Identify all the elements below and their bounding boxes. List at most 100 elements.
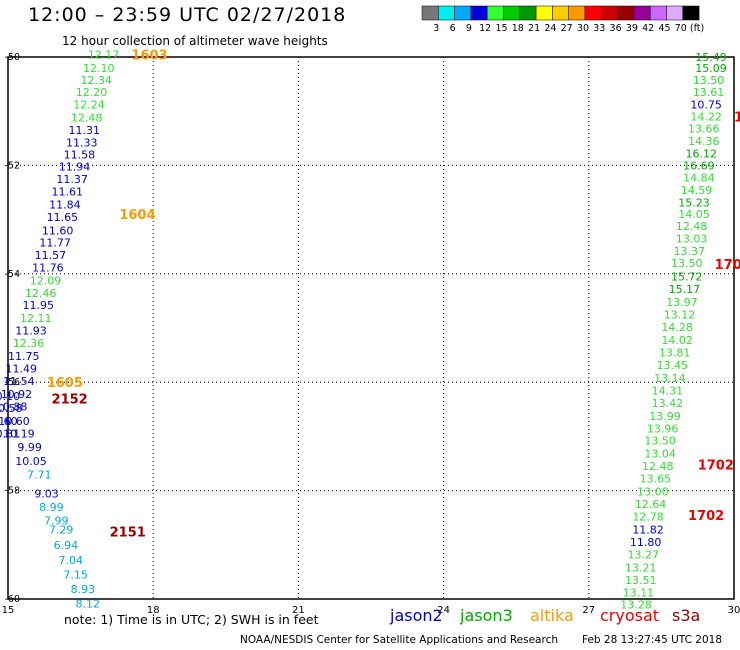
colorbar-swatch — [421, 5, 439, 21]
legend-cryosat: cryosat — [600, 606, 660, 625]
wave-height-value: 13.04 — [644, 448, 676, 461]
wave-height-value: 12.64 — [635, 498, 667, 511]
colorbar-tick-label: 42 — [642, 23, 654, 34]
pass-time-annotation: 1605 — [47, 376, 83, 391]
wave-height-value: 13.27 — [627, 549, 659, 562]
wave-height-value: 13.99 — [649, 410, 681, 423]
wave-height-value: 12.48 — [676, 220, 708, 233]
pass-time-annotation: 1603 — [131, 48, 167, 63]
colorbar-tick-label: 30 — [577, 23, 589, 34]
colorbar-swatch — [486, 5, 504, 21]
wave-height-value: 14.05 — [678, 208, 710, 221]
wave-height-value: 11.82 — [632, 524, 664, 537]
wave-height-value: 7.99 — [44, 514, 69, 527]
colorbar-tick-label: 18 — [512, 23, 524, 34]
colorbar-tick-label: 3 — [433, 23, 439, 34]
x-tick-label: 15 — [2, 605, 15, 616]
wave-height-value: 12.11 — [20, 312, 52, 325]
chart-title: 12:00 – 23:59 UTC 02/27/2018 — [28, 4, 347, 26]
wave-height-value: 7.15 — [63, 569, 88, 582]
wave-height-value: 14.36 — [688, 135, 720, 148]
colorbar-tick-label: 36 — [610, 23, 622, 34]
wave-height-value: 11.93 — [15, 325, 47, 338]
wave-height-value: 13.28 — [620, 598, 652, 611]
colorbar-swatch — [568, 5, 586, 21]
wave-height-value: 11.95 — [22, 299, 54, 312]
wave-height-value: 13.61 — [693, 86, 725, 99]
colorbar-swatch — [438, 5, 455, 21]
wave-height-value: 11.65 — [47, 211, 79, 224]
colorbar-tick-label: 70 — [675, 23, 687, 34]
wave-height-value: 10.75 — [690, 99, 722, 112]
wave-height-value: 14.02 — [661, 334, 693, 347]
pass-time-annotation: 1 — [734, 111, 740, 126]
wave-height-value: 15.49 — [695, 51, 727, 64]
wave-height-value: 13.97 — [666, 296, 698, 309]
pass-time-annotation: 2152 — [52, 392, 88, 407]
wave-height-value: 8.93 — [71, 583, 96, 596]
credit-line: NOAA/NESDIS Center for Satellite Applica… — [240, 634, 558, 646]
wave-height-value: 15.09 — [695, 62, 727, 75]
wave-height-value: 11.57 — [35, 249, 67, 262]
wave-height-value: 16.12 — [686, 147, 718, 160]
pass-time-annotation: 1702 — [688, 509, 724, 524]
colorbar-tick-label: (ft) — [690, 23, 704, 34]
colorbar-swatch — [633, 5, 651, 21]
wave-height-value: 13.03 — [676, 233, 708, 246]
wave-height-value: 11.58 — [64, 149, 96, 162]
wave-height-value: 12.78 — [632, 511, 664, 524]
wave-height-value: 9.99 — [17, 441, 42, 454]
y-tick-label: -56 — [4, 377, 20, 388]
wave-height-value: 14.28 — [661, 321, 693, 334]
x-tick-label: 24 — [437, 605, 450, 616]
y-tick-label: -60 — [4, 594, 20, 605]
colorbar-tick-label: 45 — [658, 23, 670, 34]
x-tick-label: 21 — [292, 605, 305, 616]
data-labels: 12.1712.1012.3412.2012.2412.4811.3111.33… — [0, 48, 727, 611]
wave-height-value: 12.10 — [83, 62, 115, 75]
generated-timestamp: Feb 28 13:27:45 UTC 2018 — [582, 634, 722, 646]
wave-height-value: 11.84 — [49, 198, 81, 211]
colorbar-swatch — [552, 5, 569, 21]
wave-height-value: 10.92 — [1, 388, 33, 401]
colorbar-swatch — [503, 5, 521, 21]
wave-height-value: 16.69 — [683, 159, 715, 172]
plot-frame — [7, 56, 735, 600]
colorbar-tick-label: 24 — [544, 23, 556, 34]
colorbar-swatch — [519, 5, 537, 21]
x-tick-label: 27 — [582, 605, 595, 616]
wave-height-value: 11.49 — [6, 363, 38, 376]
colorbar-tick-label: 15 — [495, 23, 507, 34]
wave-height-value: 11.77 — [39, 236, 71, 249]
wave-height-value: 10.05 — [15, 455, 47, 468]
y-tick-label: -54 — [4, 269, 20, 280]
wave-height-value: 13.42 — [652, 397, 684, 410]
wave-height-value: 12.46 — [25, 287, 57, 300]
wave-height-value: 7.04 — [59, 554, 84, 567]
colorbar-tick-label: 21 — [528, 23, 540, 34]
wave-height-value: 11.76 — [32, 261, 64, 274]
colorbar-swatch — [682, 5, 700, 21]
wave-height-value: 13.50 — [644, 435, 676, 448]
wave-height-value: 9.03 — [34, 487, 59, 500]
y-tick-label: -58 — [4, 486, 20, 497]
wave-height-value: 11.54 — [3, 375, 35, 388]
colorbar-swatch — [601, 5, 618, 21]
colorbar-swatch — [584, 5, 602, 21]
wave-height-value: 12.48 — [71, 112, 103, 125]
wave-height-value: 7.29 — [49, 524, 74, 537]
colorbar-tick-label: 33 — [593, 23, 605, 34]
wave-height-value: 14.31 — [652, 384, 684, 397]
wave-height-value: 12.09 — [30, 274, 62, 287]
wave-height-value: 12.34 — [81, 74, 113, 87]
wave-height-value: 8.99 — [39, 501, 64, 514]
chart-axes: 15 18 21 24 27 30 -50 -52 -54 -56 -58 -60 — [2, 52, 740, 616]
wave-height-value: 13.50 — [693, 74, 725, 87]
wave-height-value: 11.37 — [56, 173, 88, 186]
colorbar-swatch — [649, 5, 667, 21]
wave-height-value: 10.10 — [0, 390, 20, 403]
wave-height-value: 12.36 — [13, 337, 45, 350]
pass-time-annotation: 2151 — [110, 525, 146, 540]
